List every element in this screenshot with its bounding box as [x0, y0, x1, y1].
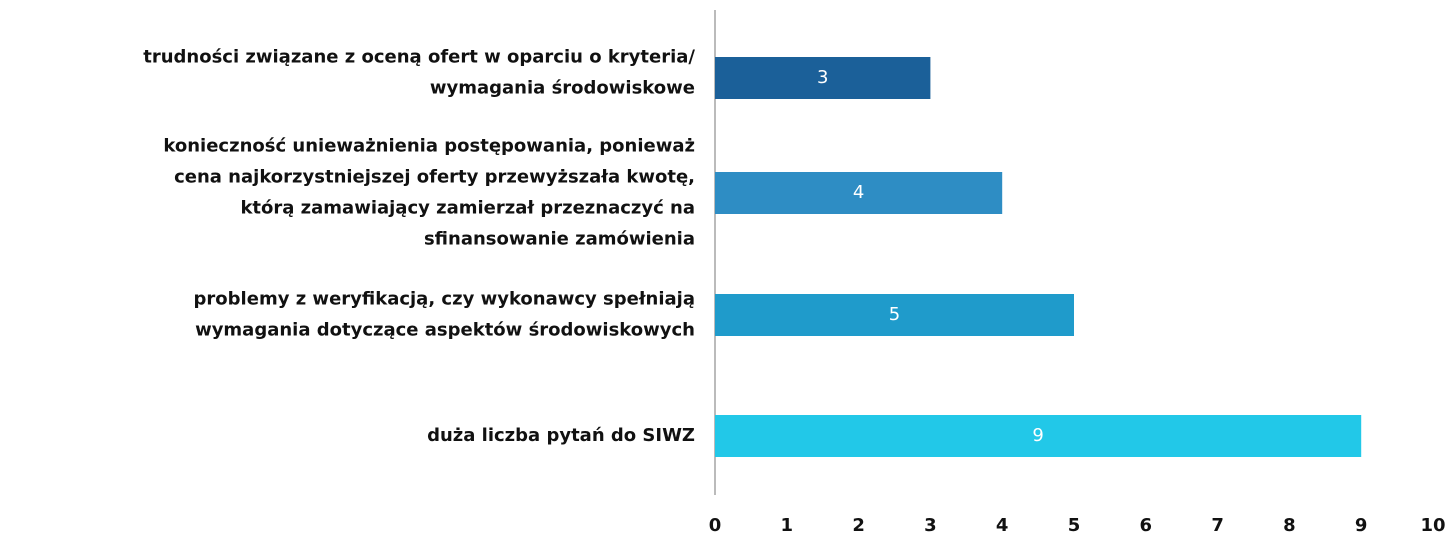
- bar: [715, 172, 1003, 214]
- x-tick-label: 0: [709, 515, 722, 536]
- category-label: wymagania dotyczące aspektów środowiskow…: [195, 320, 695, 341]
- category-label: sfinansowanie zamówienia: [424, 229, 695, 250]
- bar: [715, 415, 1362, 457]
- category-label: duża liczba pytań do SIWZ: [427, 425, 695, 446]
- category-label: konieczność unieważnienia postępowania, …: [163, 136, 695, 157]
- x-tick-label: 5: [1068, 515, 1081, 536]
- x-tick-label: 9: [1355, 515, 1368, 536]
- category-label: którą zamawiający zamierzał przeznaczyć …: [240, 198, 695, 219]
- category-label: problemy z weryfikacją, czy wykonawcy sp…: [194, 289, 695, 310]
- category-label: cena najkorzystniejszej oferty przewyższ…: [174, 167, 695, 188]
- x-tick-label: 6: [1140, 515, 1153, 536]
- x-tick-label: 2: [852, 515, 865, 536]
- x-tick-label: 7: [1211, 515, 1224, 536]
- x-tick-label: 3: [924, 515, 937, 536]
- category-label: wymagania środowiskowe: [430, 78, 695, 99]
- x-tick-label: 1: [781, 515, 794, 536]
- x-tick-label: 10: [1420, 515, 1445, 536]
- bar: [715, 57, 931, 99]
- value-label: 4: [853, 182, 864, 203]
- value-label: 3: [817, 67, 828, 88]
- value-label: 9: [1032, 425, 1043, 446]
- value-label: 5: [889, 304, 900, 325]
- x-tick-label: 8: [1283, 515, 1296, 536]
- bar: [715, 294, 1074, 336]
- category-label: trudności związane z oceną ofert w oparc…: [143, 47, 695, 68]
- x-tick-label: 4: [996, 515, 1009, 536]
